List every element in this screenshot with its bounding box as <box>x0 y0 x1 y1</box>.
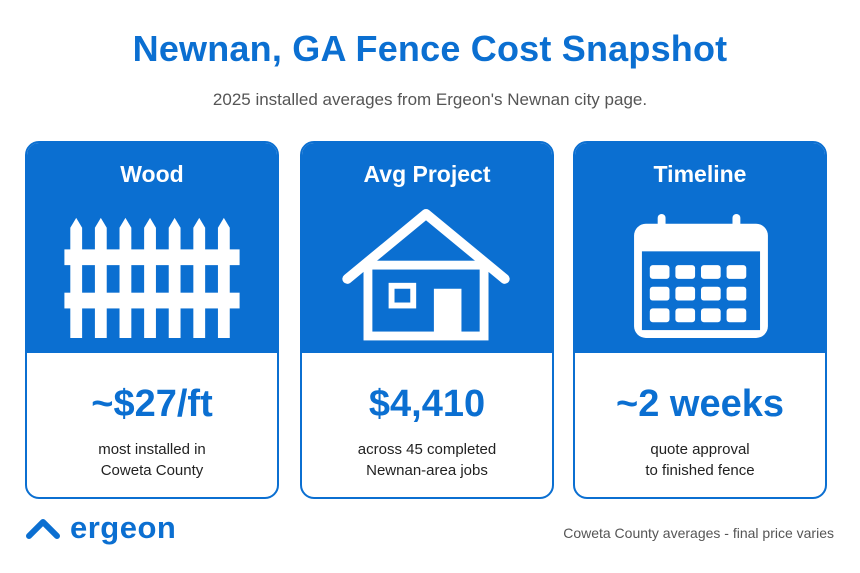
house-icon <box>342 209 510 341</box>
card-description: quote approval to finished fence <box>585 439 815 481</box>
card-heading: Wood <box>120 161 184 187</box>
card-header-panel: Wood <box>27 143 277 353</box>
card-timeline: Timeline ~2 weeks quote appr <box>573 141 827 499</box>
card-value: $4,410 <box>368 383 486 425</box>
page-subtitle: 2025 installed averages from Ergeon's Ne… <box>212 90 648 109</box>
card-desc-line: to finished fence <box>645 462 755 479</box>
card-header-panel: Avg Project <box>302 143 552 353</box>
card-desc-line: Newnan-area jobs <box>366 462 488 479</box>
page-title: Newnan, GA Fence Cost Snapshot <box>132 28 728 69</box>
logo-text: ergeon <box>70 510 177 545</box>
ergeon-chevron-icon <box>26 519 60 539</box>
card-avg-project: Avg Project $4,410 across 45 completed N… <box>300 141 554 499</box>
footnote: Coweta County averages - final price var… <box>563 525 834 541</box>
card-value: ~$27/ft <box>91 383 213 425</box>
card-desc-line: across 45 completed <box>357 441 497 458</box>
card-wood: Wood ~$27/ft most installed in Coweta Co… <box>25 141 279 499</box>
card-desc-line: quote approval <box>650 441 750 458</box>
card-header-panel: Timeline <box>575 143 825 353</box>
calendar-icon <box>634 213 768 338</box>
ergeon-logo: ergeon <box>26 510 176 546</box>
card-description: across 45 completed Newnan-area jobs <box>312 439 542 481</box>
picket-fence-icon <box>64 217 240 338</box>
card-desc-line: Coweta County <box>100 462 204 479</box>
card-description: most installed in Coweta County <box>37 439 267 481</box>
card-heading: Avg Project <box>363 161 491 187</box>
card-value: ~2 weeks <box>616 383 784 425</box>
card-heading: Timeline <box>653 161 747 187</box>
card-desc-line: most installed in <box>98 441 206 458</box>
